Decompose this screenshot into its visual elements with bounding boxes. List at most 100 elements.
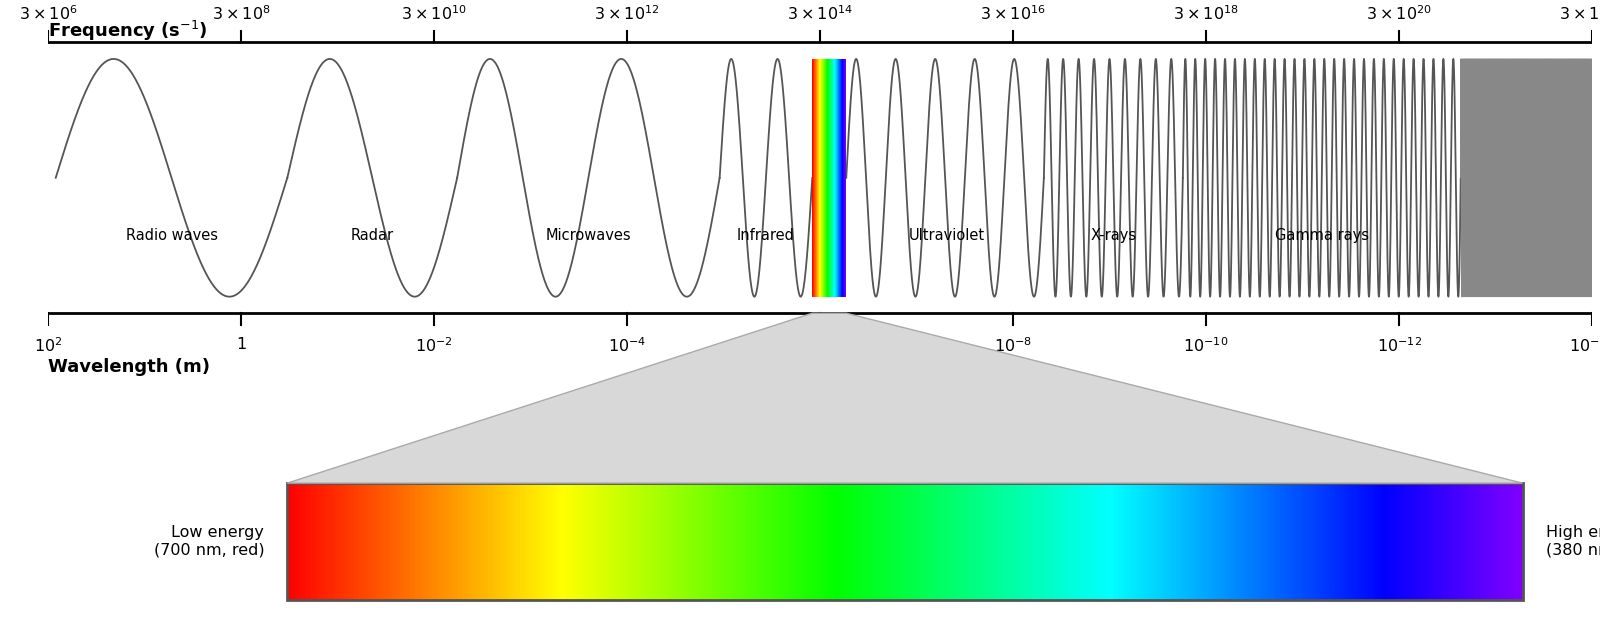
Bar (693, 483, 696, 600)
Bar (1126, 483, 1130, 600)
Bar (478, 483, 480, 600)
Text: Wavelength (m): Wavelength (m) (48, 358, 210, 375)
Text: $3\times10^{22}$: $3\times10^{22}$ (1560, 4, 1600, 23)
Bar (1058, 483, 1059, 600)
Bar (1206, 483, 1208, 600)
Text: Low energy
(700 nm, red): Low energy (700 nm, red) (154, 525, 264, 558)
Bar (309, 483, 312, 600)
Bar (638, 483, 642, 600)
Bar (1085, 483, 1086, 600)
Bar (1037, 483, 1040, 600)
Bar (1466, 483, 1469, 600)
Bar (1195, 483, 1198, 600)
Bar (1512, 483, 1515, 600)
Bar (1331, 483, 1334, 600)
Bar (896, 483, 899, 600)
Bar (728, 483, 731, 600)
Bar (438, 483, 440, 600)
Bar (1099, 483, 1102, 600)
Bar (1190, 483, 1194, 600)
Bar (955, 483, 958, 600)
Text: High energy
(380 nm, violet): High energy (380 nm, violet) (1546, 525, 1600, 558)
Bar (810, 483, 813, 600)
Bar (1379, 483, 1381, 600)
Bar (1053, 483, 1054, 600)
Bar (758, 483, 760, 600)
Bar (1283, 483, 1285, 600)
Bar (443, 483, 446, 600)
Bar (302, 483, 304, 600)
Bar (1490, 483, 1493, 600)
Bar (600, 483, 602, 600)
Text: Visible light: Visible light (845, 416, 965, 434)
Text: Infrared: Infrared (738, 228, 795, 243)
Bar (922, 483, 923, 600)
Bar (709, 483, 710, 600)
Bar (307, 483, 309, 600)
Bar (542, 483, 544, 600)
Bar (795, 483, 797, 600)
Bar (1442, 483, 1443, 600)
Bar (523, 483, 525, 600)
Bar (770, 483, 773, 600)
Bar (1349, 483, 1352, 600)
Bar (701, 483, 702, 600)
Bar (435, 483, 438, 600)
Bar (384, 483, 386, 600)
Bar (386, 483, 389, 600)
Bar (1042, 483, 1045, 600)
Bar (827, 483, 829, 600)
Bar (1493, 483, 1496, 600)
Bar (1149, 483, 1152, 600)
Bar (992, 483, 995, 600)
Bar (1222, 483, 1226, 600)
Bar (1072, 483, 1075, 600)
Bar (642, 483, 643, 600)
Bar (747, 483, 750, 600)
Bar (1118, 483, 1122, 600)
Bar (560, 483, 562, 600)
Bar (624, 483, 627, 600)
Text: $1$: $1$ (235, 337, 246, 352)
Bar (419, 483, 421, 600)
Bar (416, 483, 419, 600)
Bar (1510, 483, 1512, 600)
Bar (834, 483, 837, 600)
Bar (501, 483, 502, 600)
Bar (1238, 483, 1240, 600)
Bar (738, 483, 741, 600)
Bar (906, 483, 909, 600)
Bar (1288, 483, 1290, 600)
Bar (1117, 483, 1118, 600)
Bar (1198, 483, 1200, 600)
Bar (451, 483, 453, 600)
Bar (528, 483, 530, 600)
Text: $3\times10^{8}$: $3\times10^{8}$ (211, 4, 270, 23)
Text: $10^{-14}$: $10^{-14}$ (1570, 337, 1600, 355)
Bar (682, 483, 683, 600)
Bar (379, 483, 381, 600)
Bar (773, 483, 774, 600)
Bar (589, 483, 592, 600)
Bar (552, 483, 555, 600)
Bar (365, 483, 366, 600)
Bar (1230, 483, 1234, 600)
Bar (1203, 483, 1206, 600)
Bar (1376, 483, 1379, 600)
Bar (1134, 483, 1136, 600)
Bar (550, 483, 552, 600)
Bar (656, 483, 659, 600)
Bar (1221, 483, 1222, 600)
Bar (362, 483, 365, 600)
Text: $10^{-6}$: $10^{-6}$ (802, 337, 838, 355)
Bar (1168, 483, 1171, 600)
Bar (515, 483, 517, 600)
Bar (619, 483, 621, 600)
Bar (584, 483, 587, 600)
Bar (904, 483, 906, 600)
Bar (326, 483, 330, 600)
Bar (946, 483, 949, 600)
Bar (1166, 483, 1168, 600)
Bar (496, 483, 498, 600)
Bar (320, 483, 322, 600)
